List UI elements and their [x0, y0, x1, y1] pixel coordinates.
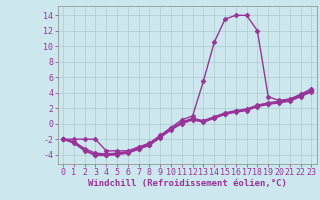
- X-axis label: Windchill (Refroidissement éolien,°C): Windchill (Refroidissement éolien,°C): [88, 179, 287, 188]
